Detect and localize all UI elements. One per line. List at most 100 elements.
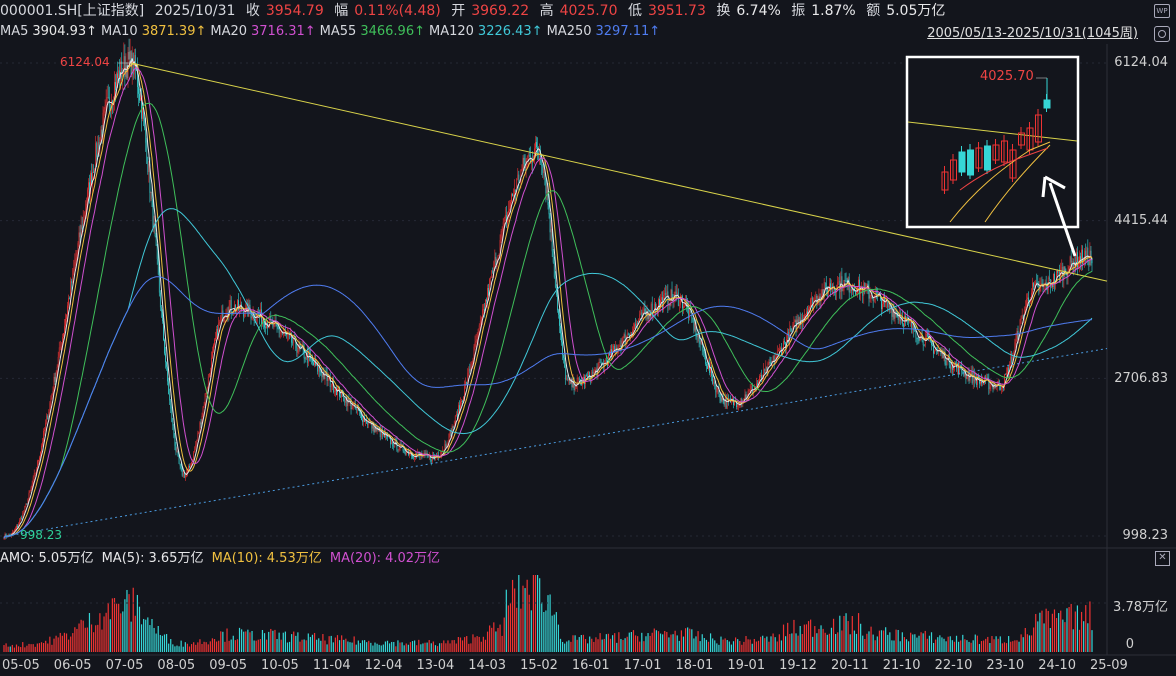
candle-body bbox=[44, 429, 46, 431]
volume-bar bbox=[3, 645, 5, 652]
volume-bar bbox=[297, 632, 299, 652]
candle-body bbox=[145, 127, 147, 143]
candle-body bbox=[598, 361, 600, 367]
candle-body bbox=[874, 291, 876, 298]
volume-bar bbox=[266, 639, 268, 652]
symbol-label[interactable]: 000001.SH[上证指数] bbox=[0, 3, 145, 19]
volume-bar bbox=[989, 642, 991, 652]
volume-bar bbox=[1001, 643, 1003, 652]
candle-body bbox=[445, 444, 447, 447]
candle-body bbox=[681, 296, 682, 298]
ma120-line bbox=[3, 208, 1093, 539]
candle-body bbox=[870, 294, 872, 296]
candle-body bbox=[115, 82, 116, 90]
candle-body bbox=[648, 314, 650, 320]
candle-body bbox=[456, 413, 458, 420]
candle-body bbox=[84, 210, 86, 216]
date-range-selector[interactable]: 2005/05/13-2025/10/31(1045周) bbox=[927, 26, 1138, 41]
ma-legend: MA5 3904.93↑ MA10 3871.39↑ MA20 3716.31↑ MA55 3… bbox=[0, 22, 1176, 42]
candle-body bbox=[152, 199, 154, 229]
candle-body bbox=[390, 437, 392, 445]
candle-body bbox=[455, 413, 457, 416]
volume-bar bbox=[295, 635, 297, 652]
candle-body bbox=[463, 396, 464, 402]
volume-bar bbox=[105, 612, 107, 652]
volume-bar bbox=[801, 634, 803, 652]
candle-body bbox=[329, 376, 331, 388]
volume-bar bbox=[434, 645, 437, 652]
candle-body bbox=[307, 352, 309, 363]
vol-ma10-label: MA(10): bbox=[211, 551, 263, 566]
candle-body bbox=[1013, 352, 1015, 355]
candle-body bbox=[823, 282, 825, 297]
volume-bar bbox=[388, 643, 391, 652]
volume-bar bbox=[922, 633, 924, 652]
candle-body bbox=[168, 381, 170, 394]
volume-bar bbox=[653, 628, 655, 652]
volume-bar bbox=[739, 640, 741, 652]
volume-bar bbox=[559, 638, 562, 652]
candle-body bbox=[1046, 283, 1048, 291]
volume-bar bbox=[9, 646, 11, 652]
candle-body bbox=[892, 309, 894, 317]
candle-body bbox=[694, 322, 696, 331]
candle-body bbox=[782, 349, 783, 356]
candle-body bbox=[577, 378, 579, 380]
volume-bar bbox=[1074, 611, 1076, 652]
candle-body bbox=[1079, 256, 1080, 265]
candle-body bbox=[417, 452, 419, 456]
volume-bar bbox=[847, 621, 849, 652]
volume-bar bbox=[211, 638, 214, 652]
time-tick: 09-05 bbox=[209, 658, 248, 673]
volume-bar bbox=[247, 629, 249, 652]
candle-body bbox=[1019, 319, 1021, 335]
volume-bar bbox=[835, 634, 837, 652]
candle-body bbox=[891, 307, 893, 317]
candle-body bbox=[363, 416, 364, 422]
candle-body bbox=[1017, 331, 1019, 341]
volume-bar bbox=[678, 640, 680, 652]
close-icon[interactable]: ✕ bbox=[1155, 551, 1170, 566]
time-tick: 14-03 bbox=[468, 658, 507, 673]
candle-body bbox=[691, 309, 693, 319]
candle-body bbox=[220, 316, 222, 322]
quote-header: 000001.SH[上证指数] 2025/10/31 收 3954.79 幅 0.1… bbox=[0, 0, 1176, 22]
volume-bar bbox=[774, 637, 776, 652]
candle-body bbox=[1058, 271, 1060, 273]
volume-bar bbox=[645, 636, 647, 652]
candle-body bbox=[756, 383, 757, 388]
volume-bar bbox=[1085, 605, 1087, 652]
candle-body bbox=[731, 400, 732, 402]
candle-body bbox=[474, 342, 476, 347]
volume-bar bbox=[143, 618, 145, 652]
volume-bar bbox=[764, 638, 766, 652]
candle-body bbox=[193, 452, 195, 461]
candle-body bbox=[965, 371, 967, 379]
volume-bar bbox=[920, 632, 922, 652]
wp-icon[interactable]: WP bbox=[1154, 4, 1170, 18]
volume-bar bbox=[905, 639, 908, 652]
settings-icon[interactable] bbox=[1154, 26, 1170, 42]
candle-body bbox=[1036, 282, 1038, 283]
volume-bar bbox=[316, 639, 318, 652]
volume-bar bbox=[1043, 623, 1045, 652]
volume-bar bbox=[484, 639, 487, 652]
volume-bar bbox=[88, 613, 91, 652]
volume-bar bbox=[268, 631, 270, 652]
volume-bar bbox=[670, 634, 672, 652]
candle-body bbox=[430, 460, 432, 462]
inset-ma20-line bbox=[984, 144, 1051, 223]
ma-value-ma120: 3226.43↑ bbox=[477, 24, 543, 39]
candle-body bbox=[197, 432, 199, 441]
volume-bar bbox=[274, 629, 276, 652]
volume-bar bbox=[178, 646, 180, 652]
candle-body bbox=[1023, 309, 1025, 320]
volume-bar bbox=[864, 638, 866, 652]
candle-body bbox=[180, 465, 182, 469]
candle-body bbox=[796, 319, 798, 332]
volume-bar bbox=[664, 630, 666, 652]
volume-bar bbox=[489, 625, 491, 652]
volume-bar bbox=[72, 633, 74, 652]
support-trendline bbox=[6, 348, 1108, 537]
